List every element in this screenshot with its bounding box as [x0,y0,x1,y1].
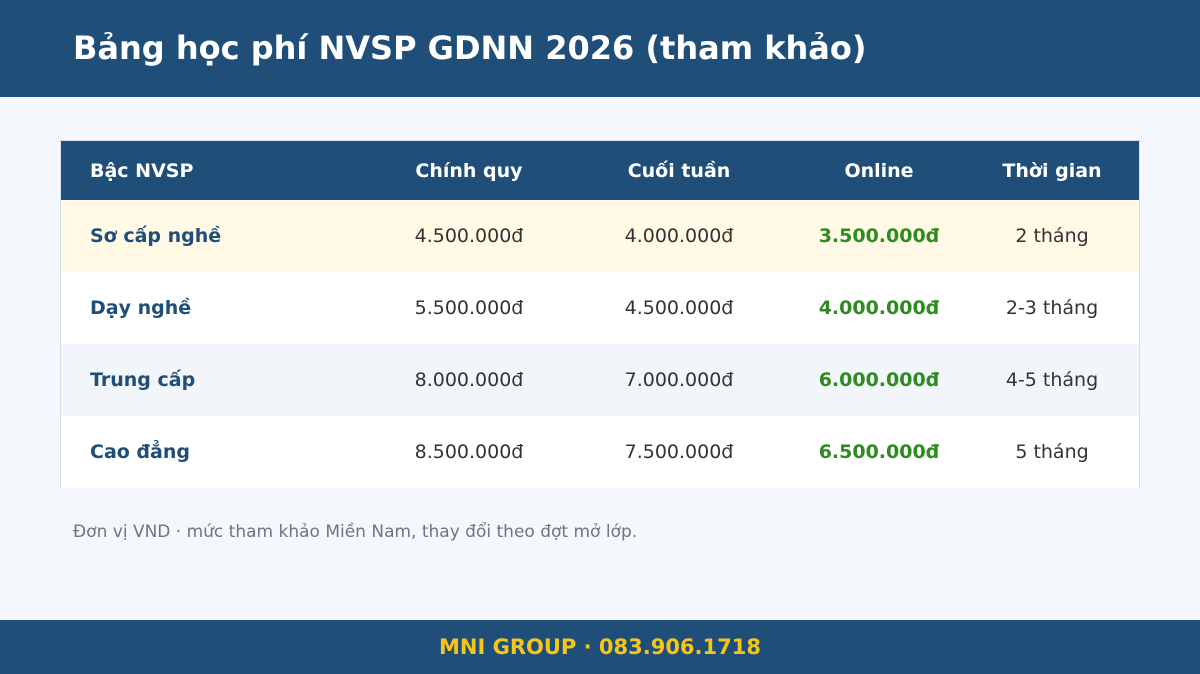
cell-online-price: 6.500.000đ [818,441,940,463]
cell-weekend-price: 7.500.000đ [624,441,734,463]
table-row: Cao đẳng 8.500.000đ 7.500.000đ 6.500.000… [61,416,1139,488]
cell-online-price: 4.000.000đ [818,297,940,319]
cell-duration: 4-5 tháng [1005,369,1099,391]
footer-contact: MNI GROUP · 083.906.1718 [439,635,761,659]
table-row: Dạy nghề 5.500.000đ 4.500.000đ 4.000.000… [61,272,1139,344]
cell-level: Sơ cấp nghề [90,225,222,247]
tuition-table: Bậc NVSP Chính quy Cuối tuần Online Thời… [61,141,1139,488]
cell-regular-price: 5.500.000đ [414,297,524,319]
cell-level: Dạy nghề [90,297,192,319]
column-header-regular: Chính quy [415,159,523,182]
cell-duration: 2-3 tháng [1005,297,1099,319]
cell-level: Trung cấp [90,369,196,391]
page-title: Bảng học phí NVSP GDNN 2026 (tham khảo) [73,29,867,67]
cell-regular-price: 4.500.000đ [414,225,524,247]
cell-weekend-price: 7.000.000đ [624,369,734,391]
cell-duration: 5 tháng [1015,441,1089,463]
cell-online-price: 3.500.000đ [818,225,940,247]
cell-regular-price: 8.000.000đ [414,369,524,391]
column-header-level: Bậc NVSP [90,159,194,182]
column-header-online: Online [844,159,914,182]
table-row: Trung cấp 8.000.000đ 7.000.000đ 6.000.00… [61,344,1139,416]
table-header-row: Bậc NVSP Chính quy Cuối tuần Online Thời… [61,141,1139,200]
cell-weekend-price: 4.500.000đ [624,297,734,319]
cell-duration: 2 tháng [1015,225,1089,247]
cell-level: Cao đẳng [90,441,190,463]
cell-online-price: 6.000.000đ [818,369,940,391]
cell-regular-price: 8.500.000đ [414,441,524,463]
cell-weekend-price: 4.000.000đ [624,225,734,247]
page-footer: MNI GROUP · 083.906.1718 [0,620,1200,674]
tuition-table-container: Bậc NVSP Chính quy Cuối tuần Online Thời… [60,140,1140,488]
column-header-duration: Thời gian [1002,159,1102,182]
table-row: Sơ cấp nghề 4.500.000đ 4.000.000đ 3.500.… [61,200,1139,272]
page-header: Bảng học phí NVSP GDNN 2026 (tham khảo) [0,0,1200,97]
footnote: Đơn vị VND · mức tham khảo Miền Nam, tha… [73,522,638,542]
column-header-weekend: Cuối tuần [627,159,731,182]
